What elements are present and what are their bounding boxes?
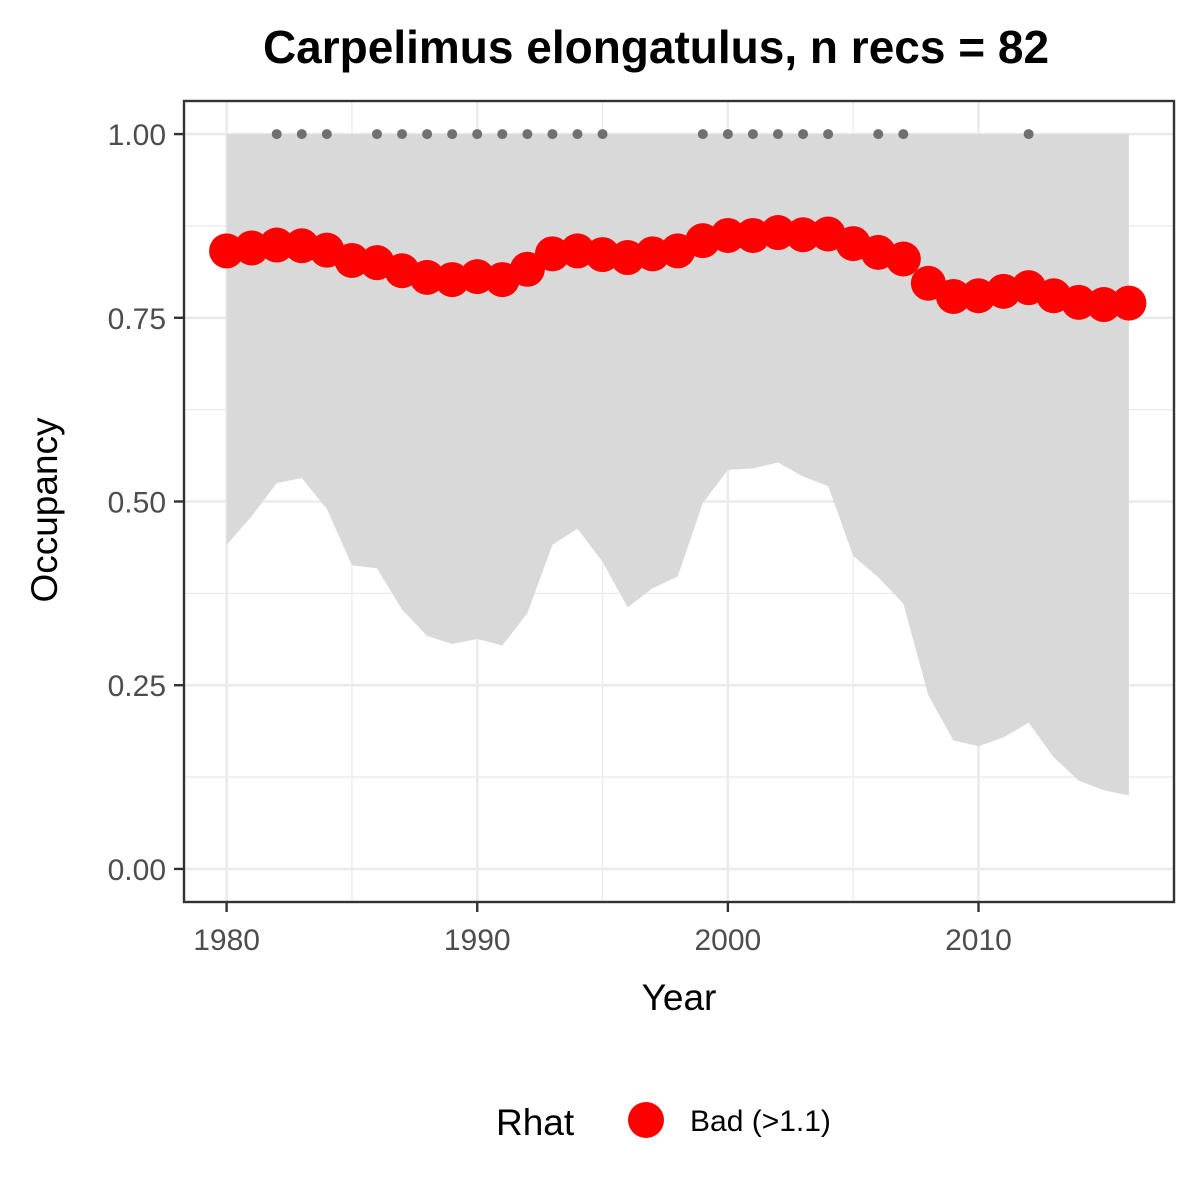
- occupancy-point: [259, 227, 295, 263]
- record-dot: [472, 129, 483, 140]
- record-dot: [823, 129, 834, 140]
- legend-label-bad: Bad (>1.1): [690, 1105, 831, 1138]
- record-dot: [497, 129, 508, 140]
- record-dot: [271, 129, 282, 140]
- y-tick-label: 1.00: [108, 119, 166, 152]
- occupancy-point: [409, 259, 445, 295]
- legend-key-bad: [628, 1102, 664, 1138]
- record-dot: [547, 129, 558, 140]
- record-dot: [697, 129, 708, 140]
- y-axis: 0.00 0.25 0.50 0.75 1.00: [108, 119, 184, 887]
- record-dot: [798, 129, 809, 140]
- record-dot: [321, 129, 332, 140]
- record-dot: [572, 129, 583, 140]
- record-dot: [397, 129, 408, 140]
- record-dot: [873, 129, 884, 140]
- record-dot: [371, 129, 382, 140]
- x-tick-label: 1990: [444, 924, 511, 957]
- record-dot: [597, 129, 608, 140]
- record-dot: [773, 129, 783, 140]
- y-tick-label: 0.50: [108, 487, 166, 520]
- chart-title: Carpelimus elongatulus, n recs = 82: [263, 21, 1049, 73]
- record-dot: [296, 129, 307, 140]
- occupancy-point: [760, 215, 796, 251]
- y-tick-label: 0.00: [108, 854, 166, 887]
- record-dot: [1023, 129, 1034, 140]
- occupancy-point: [334, 242, 370, 278]
- record-dot: [747, 129, 758, 140]
- occupancy-point: [1086, 287, 1122, 323]
- occupancy-point: [710, 217, 746, 253]
- x-axis: 1980 1990 2000 2010: [193, 902, 1012, 957]
- record-dot: [722, 129, 733, 140]
- x-axis-title: Year: [642, 977, 717, 1018]
- x-tick-label: 2000: [694, 924, 761, 957]
- plot-panel: [182, 99, 1176, 904]
- x-tick-label: 1980: [193, 924, 260, 957]
- record-dot: [898, 129, 909, 140]
- occupancy-point: [785, 217, 821, 253]
- record-dot: [447, 129, 458, 140]
- y-tick-label: 0.25: [108, 670, 166, 703]
- record-dot: [422, 129, 433, 140]
- credible-interval-ribbon: [226, 134, 1129, 796]
- y-axis-title: Occupancy: [24, 417, 65, 603]
- occupancy-point: [935, 278, 971, 314]
- occupancy-point: [1061, 284, 1097, 320]
- record-dot: [522, 129, 533, 140]
- occupancy-point: [509, 251, 545, 287]
- legend-title: Rhat: [496, 1102, 575, 1143]
- x-tick-label: 2010: [945, 924, 1012, 957]
- occupancy-point: [1111, 285, 1147, 321]
- occupancy-point: [885, 241, 921, 277]
- legend: Rhat Bad (>1.1): [496, 1102, 831, 1143]
- y-tick-label: 0.75: [108, 303, 166, 336]
